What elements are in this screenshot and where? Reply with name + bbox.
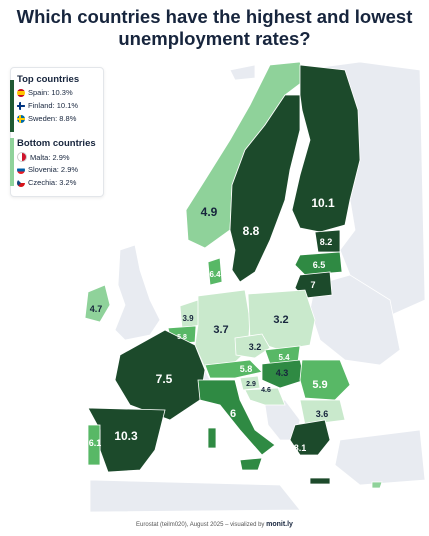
legend-top-item: Finland: 10.1% [17,101,78,110]
turkey [334,429,426,486]
belgium-value-label: 5.8 [177,334,187,341]
slovakia-value-label: 5.4 [278,353,290,362]
lithuania-value-label: 7 [310,280,315,290]
finland [291,64,361,233]
legend-bottom-item-label: Slovenia: 2.9% [28,165,79,174]
north-africa [89,479,301,513]
hungary [261,359,306,389]
brand-logo[interactable]: monit.ly [266,521,293,528]
legend-bottom-item: Slovenia: 2.9% [17,165,78,174]
iceland-ish [229,64,256,81]
legend-box: Top countries Spain: 10.3% Finland: 10.1… [10,67,104,197]
legend-bottom-item-label: Malta: 2.9% [30,152,70,162]
sweden-flag-icon [17,114,25,123]
slovenia-value-label: 2.9 [246,381,256,388]
austria-value-label: 5.8 [240,364,253,374]
legend-top-heading: Top countries [17,74,80,85]
cyprus [371,481,383,489]
denmark-value-label: 6.4 [209,270,221,279]
czechia [234,333,271,359]
no-data-land [89,61,426,513]
ireland-value-label: 4.7 [90,304,103,314]
legend-top-item-label: Finland: 10.1% [28,101,79,110]
sweden [229,94,301,283]
greece [289,419,331,456]
sweden-value-label: 8.8 [243,224,260,238]
netherlands-value-label: 3.9 [182,314,194,323]
legend-top-item: Sweden: 8.8% [17,114,76,123]
footer-source: Eurostat (teilm020), August 2025 – visua… [136,522,265,528]
crete [309,477,331,485]
legend-bottom-item-label: Czechia: 3.2% [28,178,77,187]
legend-top-item: Spain: 10.3% [17,88,73,97]
france-value-label: 7.5 [156,372,173,386]
sicily [239,457,263,471]
legend-bottom-item: Czechia: 3.2% [17,178,76,187]
legend-top-item-label: Sweden: 8.8% [28,114,77,123]
norway-value-label: 4.9 [201,205,218,219]
croatia-value-label: 4.6 [261,387,271,394]
italy [197,379,276,456]
legend-bottom-item: Malta: 2.9% [17,152,70,162]
denmark [207,257,223,286]
portugal [87,424,101,466]
croatia [244,387,286,406]
estonia-value-label: 8.2 [320,237,333,247]
slovenia-flag-icon [17,165,25,174]
bulgaria-value-label: 3.6 [316,409,329,419]
poland-value-label: 3.2 [273,314,288,326]
great-britain [114,244,161,341]
czechia-value-label: 3.2 [249,342,262,352]
footer: Eurostat (teilm020), August 2025 – visua… [0,521,429,528]
ireland [84,284,111,323]
latvia-value-label: 6.5 [313,260,326,270]
slovenia [239,375,261,391]
finland-flag-icon [17,101,25,110]
bulgaria [299,399,346,426]
legend-top-item-label: Spain: 10.3% [28,88,73,97]
page-title: Which countries have the highest and low… [16,6,413,49]
spain-value-label: 10.3 [114,429,138,443]
legend-top-accent [10,80,14,132]
finland-value-label: 10.1 [311,196,335,210]
czechia-flag-icon [17,178,25,187]
legend-bottom-accent [10,138,14,186]
legend-bottom-heading: Bottom countries [17,138,96,149]
sardinia [207,427,217,449]
greece-value-label: 8.1 [294,443,307,453]
malta-flag-icon [17,152,27,162]
portugal-value-label: 6.1 [89,438,102,448]
spain-flag-icon [17,88,25,97]
austria [204,359,263,379]
italy-value-label: 6 [230,408,236,420]
germany-value-label: 3.7 [213,324,228,336]
romania-value-label: 5.9 [312,379,327,391]
hungary-value-label: 4.3 [276,368,289,378]
